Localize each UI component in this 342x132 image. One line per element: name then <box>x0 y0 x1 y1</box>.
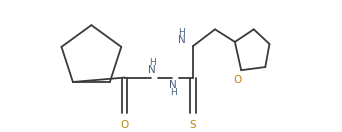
Text: H: H <box>149 58 156 67</box>
Text: S: S <box>190 120 196 130</box>
Text: O: O <box>121 120 129 130</box>
Text: H: H <box>178 28 185 37</box>
Text: H: H <box>170 88 176 97</box>
Text: N: N <box>177 35 185 45</box>
Text: N: N <box>169 80 177 90</box>
Text: N: N <box>148 65 156 75</box>
Text: O: O <box>233 75 241 85</box>
